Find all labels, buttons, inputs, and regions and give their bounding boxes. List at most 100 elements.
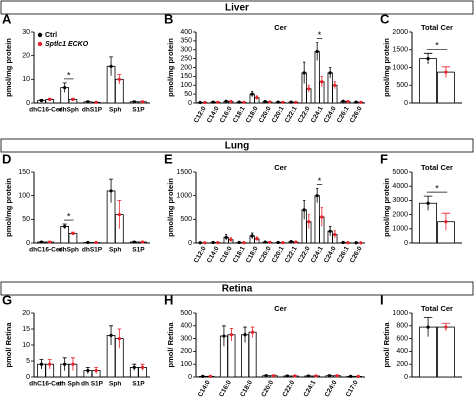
x-tick-label: C18:0 (239, 379, 254, 398)
y-axis-label: pmol/mg protein (382, 38, 391, 97)
mean-dot (444, 220, 448, 224)
y-tick-label: 100 (18, 193, 30, 200)
mean-dot (71, 97, 75, 102)
bar (437, 326, 455, 378)
x-tick-label: C24:0 (324, 379, 339, 398)
panel-label: G (2, 292, 12, 307)
mean-dot (94, 100, 98, 104)
y-tick-label: 1000 (392, 226, 408, 233)
section-title: Liver (225, 3, 249, 14)
mean-dot (294, 240, 298, 244)
y-tick-label: 600 (396, 335, 408, 342)
y-tick-label: 1000 (392, 64, 408, 71)
y-tick-label: 100 (180, 361, 192, 368)
panel-label: E (164, 151, 173, 166)
y-tick-label: 400 (180, 323, 192, 330)
significance: * (318, 176, 322, 186)
x-tick-label: dhC16-Cer (29, 107, 62, 114)
mean-dot (243, 333, 247, 337)
x-tick-label: dhS1P (82, 247, 103, 254)
x-tick-label: S1P (132, 247, 145, 254)
y-tick-label: 5 (26, 358, 30, 365)
bar (419, 58, 437, 104)
mean-dot (315, 49, 319, 54)
panel-label: I (380, 292, 384, 307)
mean-dot (263, 99, 267, 104)
x-tick-label: dh Sph (58, 381, 80, 388)
y-axis-label: pmol/mg protein (4, 178, 13, 237)
x-tick-label: C17:0 (345, 379, 360, 398)
mean-dot (224, 99, 228, 103)
panel-label: H (164, 292, 173, 307)
y-tick-label: 350 (180, 38, 192, 45)
panel-label: D (2, 151, 11, 166)
y-tick-label: 150 (180, 73, 192, 80)
mean-dot (359, 100, 363, 104)
mean-dot (302, 208, 306, 212)
mean-dot (109, 64, 113, 68)
y-tick-label: 50 (22, 216, 30, 223)
y-tick-label: 1500 (392, 47, 408, 54)
panel-label: A (2, 11, 12, 26)
mean-dot (140, 240, 145, 244)
mean-dot (444, 325, 448, 329)
y-tick-label: 800 (396, 323, 408, 330)
mean-dot (307, 220, 311, 224)
mean-dot (328, 71, 332, 75)
mean-dot (63, 224, 67, 229)
mean-dot (48, 240, 52, 244)
x-tick-label: dhC16-Cer (29, 381, 62, 388)
mean-dot (250, 330, 255, 334)
mean-dot (354, 100, 358, 104)
section-bar (0, 0, 474, 15)
y-tick-label: 0 (26, 240, 30, 247)
mean-dot (320, 215, 324, 219)
mean-dot (117, 213, 121, 217)
y-tick-label: 200 (180, 64, 192, 71)
x-tick-label: C26:0 (349, 245, 364, 264)
y-tick-label: 500 (180, 310, 192, 317)
y-tick-label: 500 (180, 216, 192, 223)
x-tick-label: Sph (109, 381, 121, 388)
x-tick-label: dhSph (59, 247, 79, 254)
panel-label: F (380, 151, 388, 166)
mean-dot (314, 374, 318, 378)
mean-dot (294, 100, 298, 104)
y-tick-label: 10 (22, 342, 30, 349)
y-tick-label: 0 (26, 374, 30, 381)
y-tick-label: 20 (22, 53, 30, 60)
chart-title: Total Cer (421, 23, 453, 32)
y-tick-label: 0 (188, 374, 192, 381)
chart-title: Cer (274, 304, 287, 313)
bar (60, 226, 70, 244)
mean-dot (346, 99, 350, 104)
mean-dot (349, 374, 353, 378)
mean-dot (39, 362, 44, 366)
bar (248, 331, 257, 378)
mean-dot (86, 369, 90, 373)
mean-dot (140, 100, 145, 104)
y-tick-label: 4000 (392, 183, 408, 190)
mean-dot (328, 229, 332, 233)
mean-dot (208, 374, 212, 378)
mean-dot (229, 99, 233, 104)
section-title: Retina (222, 284, 253, 295)
mean-dot (268, 240, 272, 244)
mean-dot (307, 87, 311, 91)
mean-dot (117, 337, 121, 341)
panel-label: B (164, 11, 173, 26)
section-bar (0, 281, 474, 296)
y-tick-label: 1000 (176, 193, 192, 200)
bar (314, 195, 320, 244)
mean-dot (86, 240, 90, 245)
panel-label: C (380, 11, 390, 26)
x-tick-label: Sph (109, 247, 121, 254)
y-tick-label: 0 (404, 240, 408, 247)
x-tick-label: dhSph (59, 107, 79, 114)
y-tick-label: 0 (188, 100, 192, 107)
mean-dot (117, 77, 121, 81)
mean-dot (250, 234, 254, 238)
x-tick-label: dh S1P (81, 381, 104, 388)
mean-dot (289, 239, 293, 244)
